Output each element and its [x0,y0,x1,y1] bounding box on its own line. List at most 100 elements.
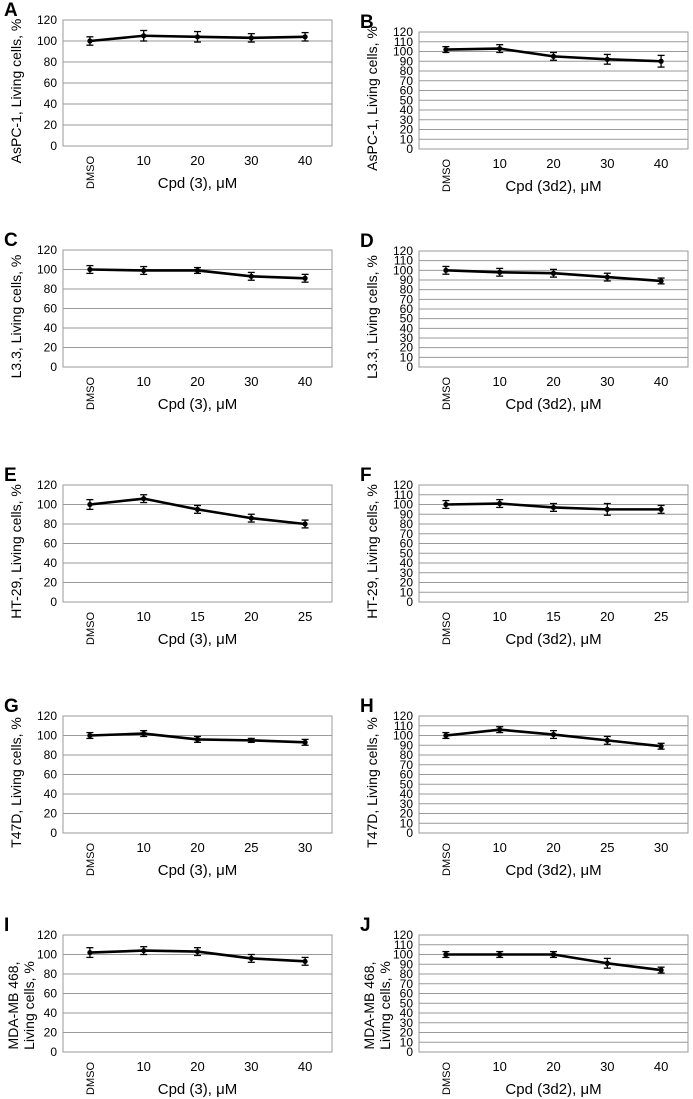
x-tick-label: 10 [136,840,150,855]
chart-panel-g: G 0 20 40 60 80 100 120 DMSO 10 20 25 30 Cpd (3), μM T… [4,696,333,879]
y-tick-label: 110 [394,938,413,952]
x-tick-label: 40 [298,153,312,168]
x-tick-label: 40 [654,156,668,171]
data-point [248,273,254,279]
y-tick-label: 100 [393,263,413,277]
data-point [604,56,610,62]
x-tick-label: 10 [136,1059,150,1074]
y-tick-label: 80 [44,967,58,981]
x-tick-label: DMSO [441,843,453,876]
x-axis-title: Cpd (3d2), μM [505,178,601,195]
y-axis-title: Living cells, % [21,961,37,1050]
y-tick-label: 30 [400,797,414,811]
x-tick-label: 25 [298,609,312,624]
y-tick-label: 0 [406,595,413,609]
y-tick-label: 20 [400,1026,414,1040]
y-tick-label: 20 [44,576,58,590]
y-tick-label: 20 [44,1026,58,1040]
y-tick-label: 0 [406,1045,413,1059]
x-tick-label: 25 [600,840,614,855]
data-point [604,960,610,966]
y-tick-label: 20 [400,123,414,137]
x-tick-label: DMSO [85,1062,97,1095]
x-tick-label: 30 [298,840,312,855]
data-point [194,34,201,40]
x-tick-label: 10 [492,1059,506,1074]
x-tick-label: DMSO [85,377,97,410]
data-point [443,267,449,273]
x-tick-label: 40 [654,374,668,389]
x-tick-label: 20 [546,374,560,389]
y-tick-label: 0 [50,139,57,153]
data-point [443,46,449,53]
y-tick-label: 80 [400,748,414,762]
data-point [87,501,93,508]
y-tick-label: 40 [44,321,58,335]
y-tick-label: 80 [44,55,58,69]
y-tick-label: 60 [44,537,58,551]
y-axis-title: Living cells, % [377,961,393,1050]
x-tick-label: 10 [492,840,506,855]
x-tick-label: DMSO [441,159,453,192]
panel-letter: A [4,0,18,21]
data-point [497,269,503,275]
data-point [302,521,308,527]
y-tick-label: 40 [400,321,414,335]
chart-panel-i: I 0 20 40 60 80 100 120 DMSO 10 20 30 40 Cpd (3), μM M… [4,915,333,1098]
data-point [302,958,308,964]
y-tick-label: 50 [400,996,414,1010]
y-tick-label: 10 [400,585,414,599]
x-tick-label: 20 [546,156,560,171]
y-tick-label: 100 [37,263,57,277]
y-axis-title: MDA-MB 468, [361,962,377,1050]
x-tick-label: 40 [654,1059,668,1074]
y-tick-label: 70 [400,977,414,991]
x-tick-label: 30 [654,840,668,855]
y-tick-label: 100 [37,34,57,48]
x-tick-label: DMSO [441,1062,453,1095]
panel-letter: I [4,915,9,936]
y-tick-label: 70 [400,758,414,772]
x-tick-label: 20 [244,609,258,624]
y-tick-label: 20 [44,118,58,132]
data-point [443,732,449,739]
y-tick-label: 80 [400,64,414,78]
data-point [604,737,610,743]
data-point [248,515,254,521]
data-point [141,948,147,954]
y-tick-label: 120 [37,478,57,492]
y-tick-label: 40 [400,556,414,570]
data-point [497,727,503,733]
y-tick-label: 40 [400,1006,414,1020]
x-tick-label: 30 [600,1059,614,1074]
data-point [141,730,147,737]
x-tick-label: DMSO [441,377,453,410]
y-axis-title: AsPC-1, Living cells, % [8,19,24,164]
data-point [550,731,557,738]
y-tick-label: 40 [44,556,58,570]
x-tick-label: 20 [546,1059,560,1074]
y-tick-label: 80 [400,283,414,297]
y-tick-label: 10 [400,816,414,830]
x-tick-label: 20 [190,374,204,389]
y-tick-label: 90 [400,738,414,752]
y-tick-label: 0 [406,142,413,156]
y-tick-label: 20 [400,341,414,355]
y-tick-label: 80 [400,967,414,981]
y-tick-label: 120 [37,709,57,723]
y-tick-label: 60 [44,302,58,316]
x-tick-label: 10 [136,153,150,168]
x-tick-label: 15 [546,609,560,624]
y-tick-label: 30 [400,113,414,127]
data-point [87,266,93,273]
x-tick-label: 40 [298,1059,312,1074]
y-tick-label: 30 [400,331,414,345]
y-axis-title: T47D, Living cells, % [8,717,24,848]
x-tick-label: 10 [492,156,506,171]
y-tick-label: 0 [406,360,413,374]
panel-letter: E [4,465,17,486]
y-tick-label: 100 [393,948,413,962]
y-tick-label: 60 [400,84,414,98]
data-point [87,949,93,956]
